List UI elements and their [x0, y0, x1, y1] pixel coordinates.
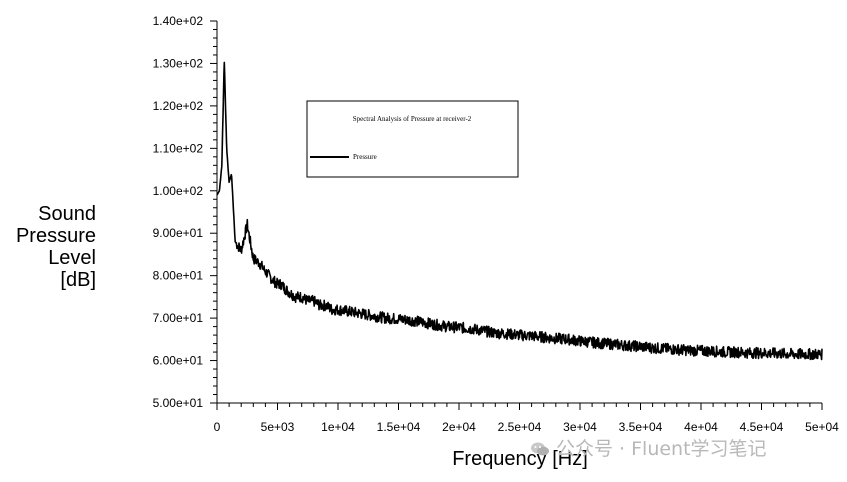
y-tick-label: 1.00e+02 [153, 184, 204, 198]
x-tick-label: 4.5e+04 [740, 420, 784, 434]
legend-heading: Spectral Analysis of Pressure at receive… [353, 115, 472, 123]
y-axis-title: Sound Pressure Level [dB] [16, 203, 96, 291]
x-tick-label: 1.5e+04 [377, 420, 421, 434]
x-tick-label: 3e+04 [563, 420, 597, 434]
legend-entry-pressure: Pressure [353, 153, 377, 161]
x-tick-label: 1e+04 [321, 420, 355, 434]
watermark: 公众号 · Fluent学习笔记 [530, 434, 767, 461]
x-tick-label: 0 [214, 420, 221, 434]
wechat-icon [531, 442, 549, 456]
x-axis: 0 5e+03 1e+04 1.5e+04 2e+04 2.5e+04 3e+04 3.5e+… [214, 402, 839, 434]
y-tick-label: 6.00e+01 [153, 354, 204, 368]
y-tick-label: 1.30e+02 [153, 56, 204, 70]
x-tick-label: 3.5e+04 [619, 420, 663, 434]
x-tick-label: 2e+04 [442, 420, 476, 434]
x-axis-title: Frequency [Hz] [452, 448, 588, 470]
y-tick-label: 1.10e+02 [153, 141, 204, 155]
y-tick-label: 9.00e+01 [153, 226, 204, 240]
y-axis-title-line: [dB] [60, 269, 96, 291]
y-axis-title-line: Pressure [16, 225, 96, 247]
x-tick-label: 4e+04 [684, 420, 718, 434]
y-tick-label: 7.00e+01 [153, 311, 204, 325]
legend-box [306, 100, 519, 178]
y-axis: 5.00e+01 6.00e+01 7.00e+01 8.00e+01 9.00e+01… [153, 14, 218, 410]
y-tick-label: 1.20e+02 [153, 99, 204, 113]
x-tick-label: 5e+04 [805, 420, 839, 434]
series-line-pressure [216, 61, 823, 361]
y-tick-label: 1.40e+02 [153, 14, 204, 28]
watermark-text: 公众号 · Fluent学习笔记 [556, 438, 767, 460]
legend: Spectral Analysis of Pressure at receive… [306, 100, 519, 178]
y-axis-title-line: Level [48, 247, 96, 269]
y-tick-label: 5.00e+01 [153, 396, 204, 410]
x-tick-label: 5e+03 [261, 420, 295, 434]
y-tick-label: 8.00e+01 [153, 269, 204, 283]
y-axis-title-line: Sound [38, 203, 96, 225]
series-group [216, 61, 823, 361]
x-tick-label: 2.5e+04 [498, 420, 542, 434]
